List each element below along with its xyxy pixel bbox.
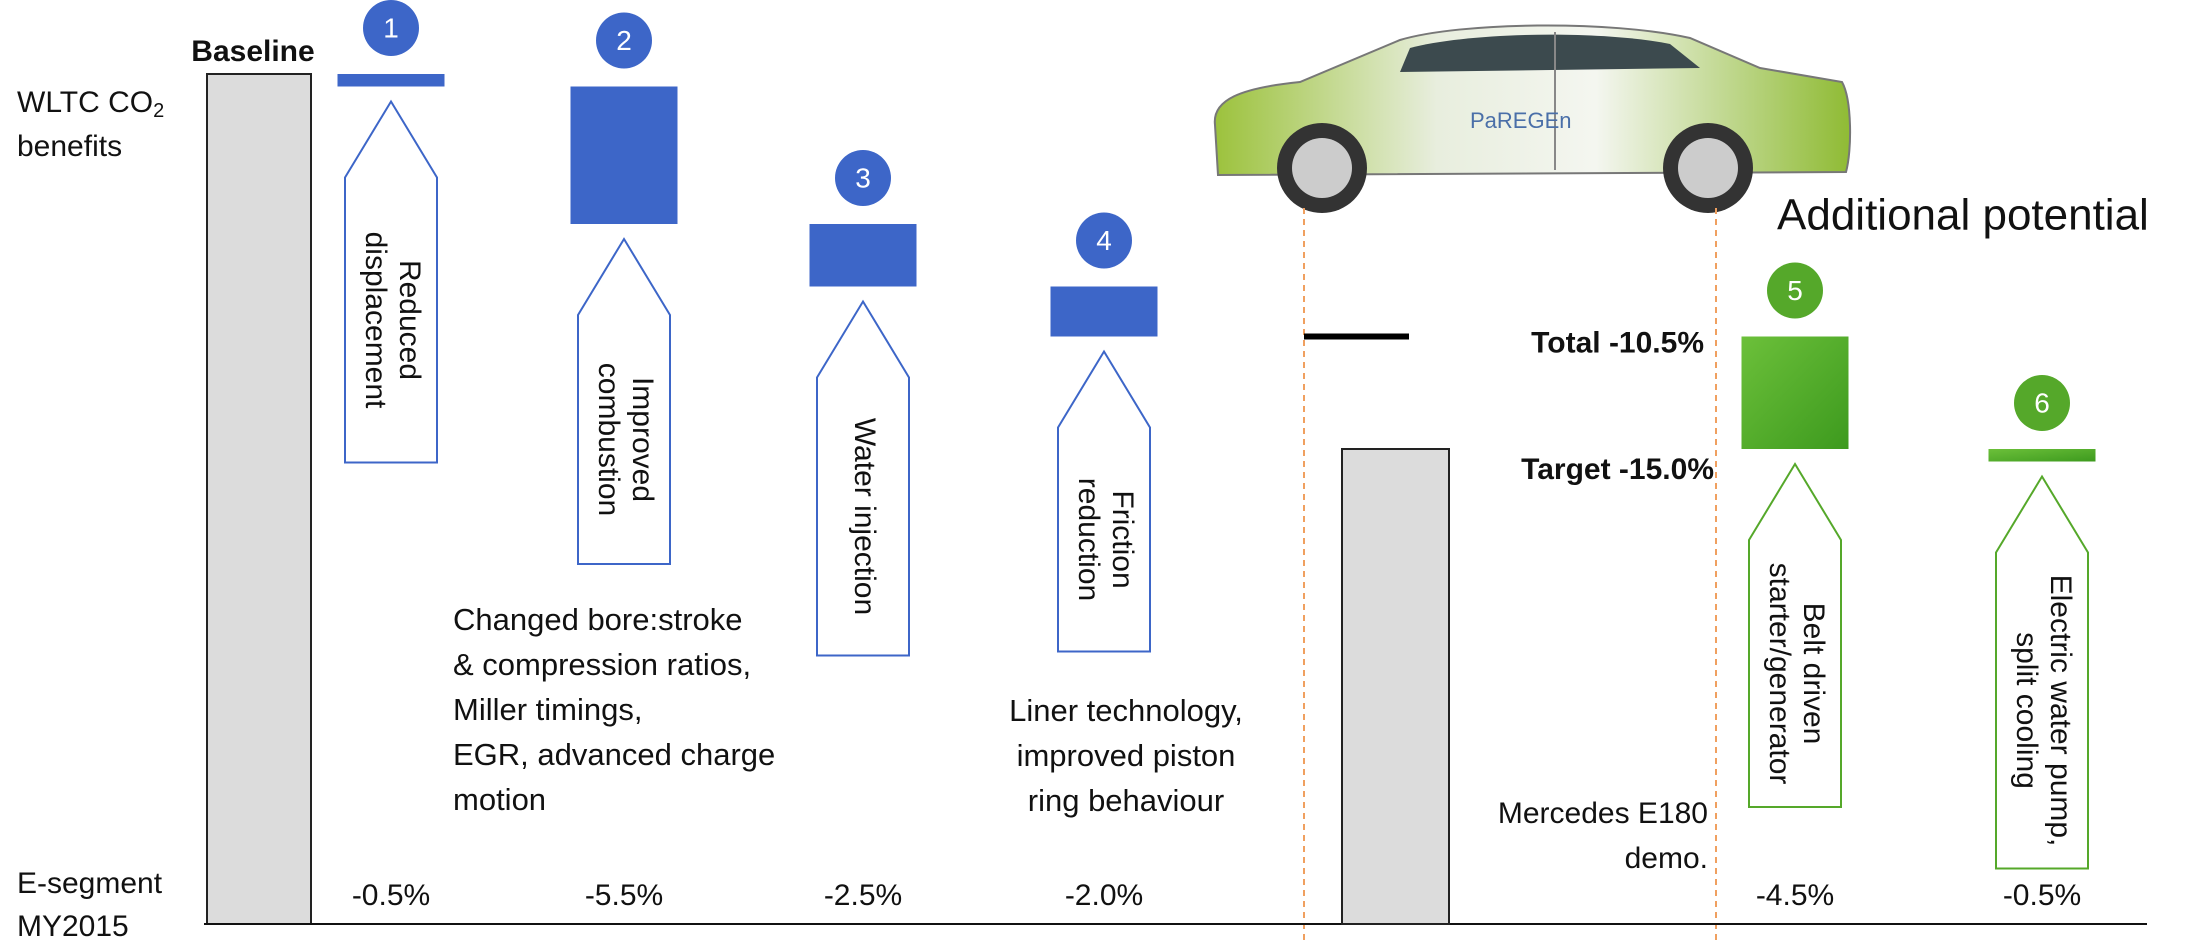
- step-label: reduction: [1072, 478, 1105, 601]
- car-logo: PaREGEn: [1470, 108, 1572, 133]
- step-note: Liner technology,: [1009, 693, 1243, 728]
- step-bar: [1742, 337, 1849, 450]
- step-number: 1: [383, 12, 399, 43]
- car-illustration: PaREGEn: [1215, 25, 1850, 213]
- step-note: motion: [453, 782, 546, 817]
- total-label: Total -10.5%: [1531, 326, 1704, 359]
- section-label: Additional potential: [1777, 191, 2149, 240]
- baseline-category: E-segment: [17, 867, 163, 900]
- value-label: -0.5%: [352, 879, 430, 912]
- demo-label: Mercedes E180: [1498, 797, 1708, 830]
- step-bar: [338, 74, 445, 87]
- value-label: -2.0%: [1065, 879, 1143, 912]
- step-label: split cooling: [2010, 632, 2043, 789]
- step-note: EGR, advanced charge: [453, 737, 775, 772]
- step-number: 3: [855, 162, 871, 193]
- step-bar: [571, 87, 678, 225]
- step-label: Electric water pump,: [2044, 575, 2077, 847]
- step-label: starter/generator: [1763, 563, 1796, 785]
- chart: PaREGEn Baseline WLTC CO2 benefits E-seg…: [0, 0, 2208, 950]
- step-number: 6: [2034, 387, 2050, 418]
- step-label: displacement: [359, 232, 392, 409]
- step-label: Belt driven: [1797, 603, 1830, 745]
- step-note: ring behaviour: [1028, 783, 1224, 818]
- value-label: -2.5%: [824, 879, 902, 912]
- step-label: combustion: [592, 363, 625, 516]
- step-bar: [1051, 287, 1158, 337]
- baseline-category: MY2015: [17, 910, 129, 943]
- step-bar: [1989, 449, 2096, 462]
- step-number: 5: [1787, 275, 1803, 306]
- step-note: Miller timings,: [453, 692, 642, 727]
- step-label: Improved: [626, 377, 659, 502]
- value-label: -0.5%: [2003, 879, 2081, 912]
- step-label: Friction: [1106, 490, 1139, 588]
- step-note: improved piston: [1017, 738, 1236, 773]
- demo-label: demo.: [1625, 842, 1708, 875]
- target-bar: [1342, 449, 1449, 924]
- baseline-label: Baseline: [191, 35, 314, 68]
- value-label: -5.5%: [585, 879, 663, 912]
- target-label: Target -15.0%: [1521, 453, 1714, 486]
- baseline-bar: [207, 74, 311, 924]
- step-note: Changed bore:stroke: [453, 602, 743, 637]
- step-label: Reduced: [393, 260, 426, 380]
- step-bar: [810, 224, 917, 287]
- value-label: -4.5%: [1756, 879, 1834, 912]
- y-label: WLTC CO2: [17, 86, 164, 122]
- step-label: Water injection: [848, 418, 881, 615]
- y-label: benefits: [17, 130, 122, 163]
- step-number: 4: [1096, 225, 1112, 256]
- step-note: & compression ratios,: [453, 647, 751, 682]
- step-number: 2: [616, 25, 632, 56]
